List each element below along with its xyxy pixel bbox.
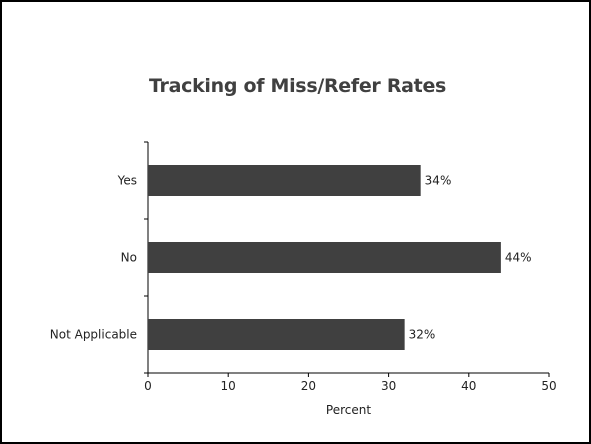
value-label: 44% (505, 251, 532, 265)
value-label: 32% (409, 328, 436, 342)
value-label: 34% (425, 174, 452, 188)
x-tick-label: 30 (381, 379, 396, 393)
x-tick-label: 10 (221, 379, 236, 393)
bar-no (148, 242, 501, 273)
x-tick-label: 50 (541, 379, 556, 393)
bar-yes (148, 165, 421, 196)
bar-not-applicable (148, 319, 405, 350)
chart-title: Tracking of Miss/Refer Rates (148, 75, 447, 97)
category-label: Not Applicable (50, 328, 137, 342)
x-tick-label: 0 (144, 379, 152, 393)
x-tick-label: 20 (301, 379, 316, 393)
x-tick-label: 40 (461, 379, 476, 393)
category-label: No (121, 251, 137, 265)
x-axis-label: Percent (326, 403, 371, 417)
category-label: Yes (117, 174, 137, 188)
